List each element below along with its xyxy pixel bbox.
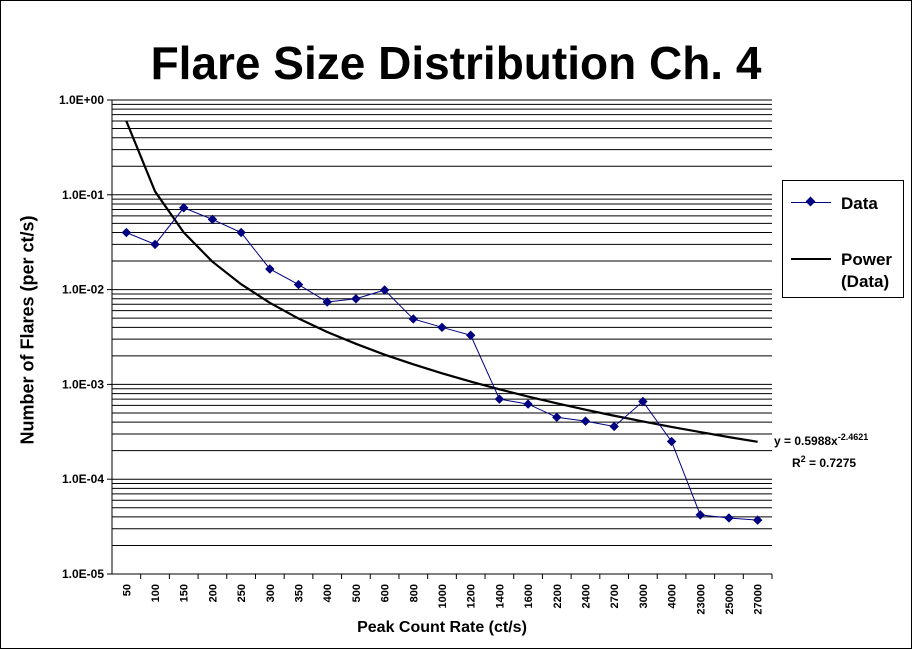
legend-item-data: Data xyxy=(791,193,878,215)
data-point xyxy=(666,436,677,447)
legend-power-swatch xyxy=(791,249,831,269)
data-point xyxy=(207,214,218,225)
chart-title: Flare Size Distribution Ch. 4 xyxy=(150,37,762,89)
x-tick-label: 600 xyxy=(380,584,392,602)
x-tick-label: 200 xyxy=(207,584,219,602)
y-tick-label: 1.0E-01 xyxy=(62,188,104,202)
x-tick-label: 350 xyxy=(294,584,306,602)
data-point xyxy=(265,264,275,274)
y-tick-label: 1.0E-04 xyxy=(62,472,104,486)
legend-data-label: Data xyxy=(841,194,878,213)
x-tick-label: 50 xyxy=(121,584,133,596)
equation-exponent: -2.4621 xyxy=(837,432,869,442)
x-tick-label: 1200 xyxy=(466,584,478,608)
data-point xyxy=(638,396,648,407)
data-point xyxy=(724,513,734,523)
data-point xyxy=(236,227,246,238)
data-point xyxy=(322,297,332,307)
data-point xyxy=(293,279,304,290)
data-point xyxy=(150,239,160,250)
x-tick-label: 27000 xyxy=(753,584,765,615)
data-point xyxy=(379,285,390,295)
x-tick-label: 250 xyxy=(236,584,248,602)
legend-item-power: Power (Data) xyxy=(791,249,892,293)
r-squared: R2 = 0.7275 xyxy=(792,454,856,470)
x-axis-label: Peak Count Rate (ct/s) xyxy=(357,619,527,636)
data-point xyxy=(351,294,361,304)
data-point xyxy=(752,515,763,525)
data-point xyxy=(408,314,419,324)
data-point xyxy=(695,510,705,520)
x-tick-label: 400 xyxy=(322,584,334,602)
data-point xyxy=(494,394,505,404)
data-point xyxy=(552,412,562,422)
x-tick-label: 23000 xyxy=(695,584,707,615)
legend: Data Power (Data) xyxy=(782,180,904,298)
x-tick-label: 25000 xyxy=(724,584,736,615)
data-point xyxy=(437,322,447,333)
x-tick-label: 2200 xyxy=(552,584,564,608)
x-tick-label: 4000 xyxy=(667,584,679,608)
legend-data-swatch xyxy=(791,193,831,213)
plot-area xyxy=(112,100,772,574)
legend-power-label-line2: (Data) xyxy=(841,272,890,291)
y-tick-label: 1.0E-02 xyxy=(62,283,104,297)
legend-power-label-line1: Power xyxy=(841,250,893,269)
x-tick-label: 1000 xyxy=(437,584,449,608)
data-point xyxy=(465,330,476,340)
x-tick-label: 1600 xyxy=(523,584,535,608)
x-tick-label: 2400 xyxy=(580,584,592,608)
y-tick-label: 1.0E+00 xyxy=(59,93,104,107)
x-tick-label: 1400 xyxy=(494,584,506,608)
r2-superscript: 2 xyxy=(800,454,806,464)
data-point xyxy=(580,416,591,426)
x-tick-label: 800 xyxy=(408,584,420,602)
data-point xyxy=(121,227,132,238)
data-point xyxy=(179,203,189,213)
x-tick-label: 100 xyxy=(150,584,162,602)
x-tick-label: 2700 xyxy=(609,584,621,608)
x-tick-label: 150 xyxy=(179,584,191,602)
legend-power-label: Power (Data) xyxy=(841,249,892,293)
x-tick-label: 300 xyxy=(265,584,277,602)
power-trendline xyxy=(125,120,758,443)
trendline-equation: y = 0.5988x-2.4621 xyxy=(774,432,868,448)
data-point xyxy=(523,399,533,409)
equation-text: y = 0.5988x xyxy=(774,434,838,448)
data-point xyxy=(609,421,619,432)
r2-value: = 0.7275 xyxy=(805,456,857,470)
r2-label: R xyxy=(792,456,801,470)
x-tick-label: 3000 xyxy=(638,584,650,608)
y-tick-label: 1.0E-03 xyxy=(62,377,104,391)
y-tick-label: 1.0E-05 xyxy=(62,567,104,581)
x-tick-label: 500 xyxy=(351,584,363,602)
